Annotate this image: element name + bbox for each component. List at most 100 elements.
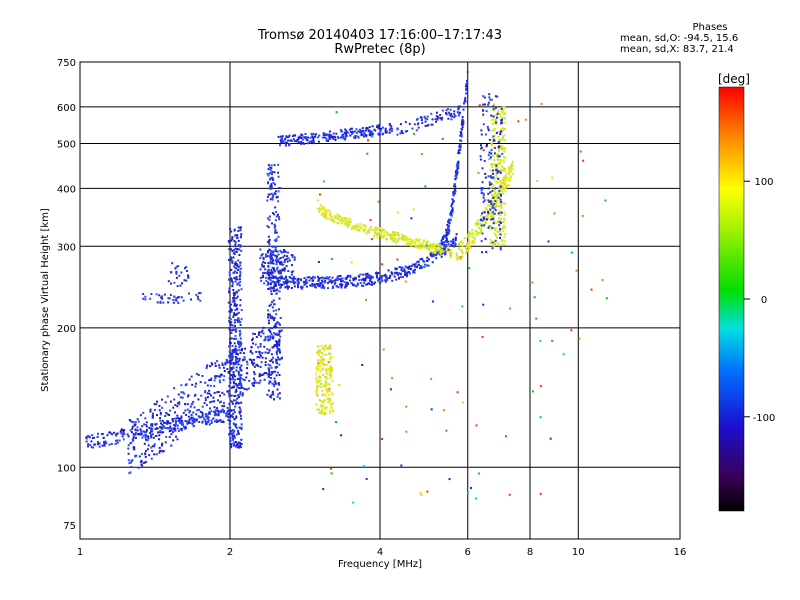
echo-point bbox=[268, 166, 271, 169]
echo-point bbox=[231, 283, 234, 286]
echo-point bbox=[279, 317, 282, 319]
echo-point bbox=[266, 251, 269, 254]
echo-point bbox=[487, 103, 490, 106]
echo-point bbox=[581, 214, 584, 217]
echo-point bbox=[199, 299, 202, 302]
echo-point bbox=[290, 287, 293, 289]
echo-point bbox=[240, 423, 243, 426]
echo-point bbox=[159, 411, 162, 414]
echo-point bbox=[320, 344, 323, 347]
echo-point bbox=[504, 188, 507, 191]
echo-point bbox=[286, 279, 289, 282]
echo-point bbox=[321, 367, 324, 370]
echo-point bbox=[425, 244, 428, 247]
echo-point bbox=[450, 248, 453, 251]
echo-point bbox=[309, 136, 312, 139]
echo-point bbox=[501, 159, 504, 162]
echo-point bbox=[331, 367, 334, 369]
echo-point bbox=[318, 285, 321, 288]
echo-point bbox=[323, 207, 326, 210]
echo-point bbox=[234, 321, 236, 324]
echo-point bbox=[285, 135, 288, 138]
echo-point bbox=[230, 354, 233, 356]
echo-point bbox=[262, 265, 265, 268]
echo-point bbox=[201, 420, 204, 423]
echo-point bbox=[382, 233, 385, 236]
echo-point bbox=[337, 137, 340, 139]
echo-point bbox=[161, 420, 164, 422]
echo-point bbox=[492, 138, 495, 141]
echo-point bbox=[360, 134, 363, 137]
echo-point bbox=[504, 112, 507, 115]
echo-point bbox=[390, 272, 393, 274]
echo-point bbox=[333, 220, 336, 223]
echo-point bbox=[310, 132, 313, 135]
echo-point bbox=[272, 299, 275, 302]
echo-point bbox=[364, 279, 367, 282]
echo-point bbox=[176, 424, 179, 427]
echo-point bbox=[491, 204, 494, 207]
echo-point bbox=[155, 427, 158, 430]
echo-point bbox=[415, 129, 418, 132]
echo-point bbox=[347, 131, 350, 134]
echo-point bbox=[498, 163, 501, 166]
colorbar-tick-label: 100 bbox=[754, 177, 773, 188]
echo-point bbox=[267, 168, 270, 171]
echo-point bbox=[370, 283, 372, 286]
echo-point bbox=[105, 442, 108, 445]
echo-point bbox=[159, 450, 161, 452]
echo-point bbox=[267, 283, 270, 286]
echo-point bbox=[97, 432, 99, 435]
echo-point bbox=[318, 210, 321, 213]
echo-point bbox=[447, 248, 450, 251]
echo-point bbox=[331, 219, 334, 222]
echo-point bbox=[354, 224, 357, 227]
echo-point bbox=[238, 383, 241, 386]
echo-point bbox=[244, 347, 246, 350]
echo-point bbox=[362, 135, 365, 138]
echo-point bbox=[176, 285, 179, 288]
echo-point bbox=[229, 444, 232, 447]
echo-point bbox=[233, 382, 235, 385]
echo-point bbox=[112, 431, 115, 434]
echo-point bbox=[419, 247, 422, 250]
echo-point bbox=[271, 371, 274, 373]
echo-point bbox=[363, 227, 366, 230]
echo-point bbox=[392, 237, 395, 240]
echo-point bbox=[494, 192, 497, 195]
echo-point bbox=[488, 225, 491, 228]
echo-point bbox=[227, 301, 230, 304]
echo-point bbox=[238, 377, 241, 380]
echo-point bbox=[482, 196, 485, 199]
echo-point bbox=[495, 227, 498, 230]
echo-point bbox=[319, 277, 322, 279]
echo-point bbox=[174, 429, 177, 432]
echo-point bbox=[223, 393, 226, 396]
echo-point bbox=[503, 150, 506, 153]
echo-point bbox=[436, 117, 439, 120]
y-tick-label: 200 bbox=[57, 324, 76, 335]
echo-point bbox=[499, 193, 502, 196]
echo-point bbox=[344, 136, 347, 139]
echo-point bbox=[336, 279, 339, 282]
echo-point bbox=[169, 409, 171, 412]
echo-point bbox=[159, 419, 162, 422]
echo-point bbox=[456, 170, 459, 173]
echo-point bbox=[159, 301, 162, 304]
echo-point bbox=[266, 373, 269, 376]
echo-point bbox=[262, 272, 265, 274]
echo-point bbox=[342, 137, 345, 140]
echo-point bbox=[311, 283, 314, 285]
echo-point bbox=[487, 192, 490, 195]
echo-point bbox=[340, 222, 343, 225]
echo-point bbox=[416, 117, 419, 120]
echo-point bbox=[229, 342, 232, 345]
echo-point bbox=[502, 176, 505, 179]
echo-point bbox=[274, 239, 276, 242]
echo-point bbox=[258, 331, 260, 334]
echo-point bbox=[465, 250, 468, 253]
echo-point bbox=[144, 436, 147, 439]
echo-point bbox=[264, 261, 267, 264]
echo-point bbox=[351, 227, 354, 230]
echo-point bbox=[220, 409, 223, 412]
